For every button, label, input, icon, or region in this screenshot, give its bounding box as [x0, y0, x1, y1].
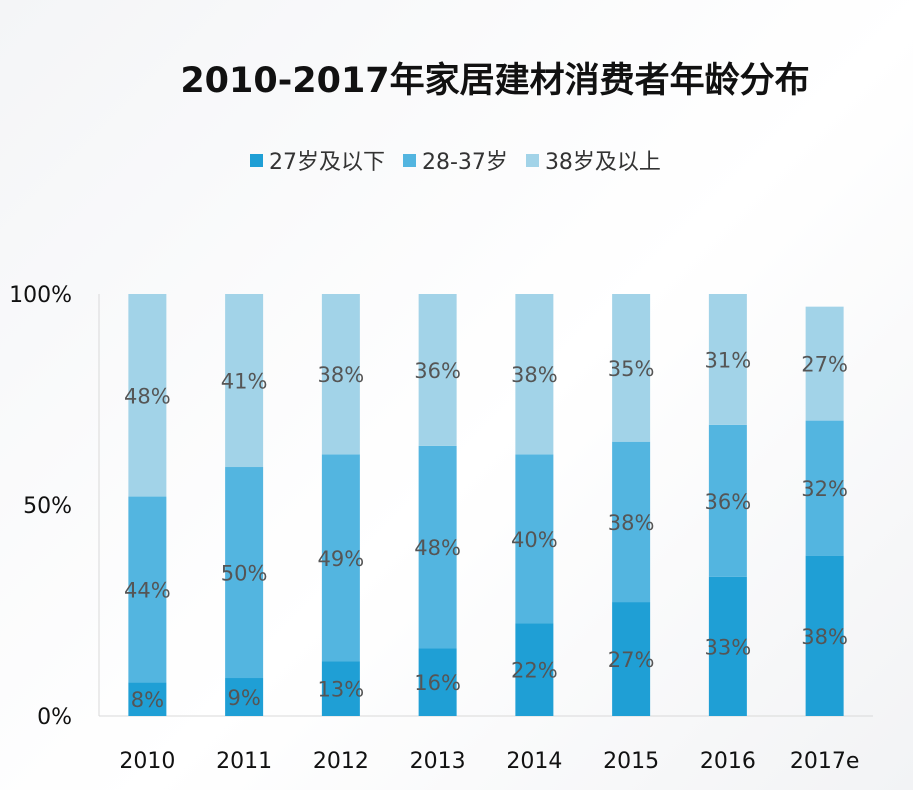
bar-segment: [612, 602, 651, 716]
bar-segment: [128, 682, 167, 716]
bar-segment: [708, 576, 747, 716]
bar-segment: [515, 454, 554, 624]
data-label: 13%: [318, 678, 365, 702]
x-tick-label: 2012: [313, 749, 369, 774]
bar-segment: [225, 467, 264, 679]
bar-segment: [321, 294, 360, 455]
legend-item-series-2: 28-37岁: [403, 144, 508, 176]
data-label: 32%: [801, 477, 848, 501]
bar-segment: [805, 555, 844, 716]
bar-segment: [321, 454, 360, 662]
legend-swatch-series-2: [403, 153, 416, 167]
bar-segment: [128, 294, 167, 497]
y-tick-label: 0%: [37, 705, 72, 730]
bar-segment: [225, 294, 264, 468]
x-tick-label: 2017e: [790, 749, 860, 774]
bar-segment: [805, 306, 844, 421]
data-label: 38%: [318, 363, 365, 387]
x-tick-label: 2014: [506, 749, 562, 774]
bar-segment: [708, 424, 747, 577]
bar-segment: [515, 294, 554, 455]
bar-segment: [418, 294, 457, 446]
bar-segment: [418, 445, 457, 649]
data-label: 9%: [227, 686, 260, 710]
x-tick-label: 2010: [119, 749, 175, 774]
data-label: 50%: [221, 562, 268, 586]
legend-label-series-3: 38岁及以上: [544, 150, 661, 175]
data-label: 8%: [131, 688, 164, 712]
data-label: 22%: [511, 659, 558, 683]
data-label: 36%: [705, 490, 752, 514]
bar-segment: [321, 661, 360, 716]
bar-segment: [515, 623, 554, 716]
x-tick-label: 2015: [603, 749, 659, 774]
x-tick-label: 2011: [216, 749, 272, 774]
bar-segment: [418, 648, 457, 716]
bar-segment: [612, 441, 651, 603]
legend-label-series-2: 28-37岁: [422, 150, 508, 175]
data-label: 31%: [705, 348, 752, 372]
data-label: 38%: [608, 511, 655, 535]
data-label: 38%: [511, 363, 558, 387]
legend-swatch-series-3: [525, 153, 539, 167]
data-label: 33%: [705, 635, 752, 659]
data-label: 41%: [221, 370, 268, 394]
chart-title: 2010-2017年家居建材消费者年龄分布: [180, 61, 810, 101]
legend-item-series-3: 38岁及以上: [525, 144, 661, 176]
legend-swatch-series-1: [250, 153, 263, 167]
legend: 27岁及以下 28-37岁 38岁及以上: [250, 144, 661, 176]
bar-segment: [225, 678, 264, 716]
y-tick-label: 100%: [9, 283, 72, 308]
data-label: 48%: [414, 536, 461, 560]
data-label: 38%: [801, 625, 848, 649]
data-label: 16%: [414, 671, 461, 695]
x-tick-label: 2016: [700, 749, 756, 774]
data-label: 27%: [608, 648, 655, 672]
legend-item-series-1: 27岁及以下: [250, 144, 385, 176]
x-tick-label: 2013: [410, 749, 466, 774]
bar-segment: [805, 420, 844, 556]
bar-segment: [708, 294, 747, 425]
data-label: 35%: [608, 357, 655, 381]
bar-segment: [128, 496, 167, 683]
data-label: 27%: [801, 353, 848, 377]
legend-label-series-1: 27岁及以下: [269, 150, 385, 175]
data-label: 48%: [124, 384, 171, 408]
bar-segment: [612, 294, 651, 442]
y-tick-label: 50%: [23, 494, 72, 519]
data-label: 44%: [124, 578, 171, 602]
data-label: 40%: [511, 528, 558, 552]
data-label: 36%: [414, 359, 461, 383]
data-label: 49%: [318, 547, 365, 571]
